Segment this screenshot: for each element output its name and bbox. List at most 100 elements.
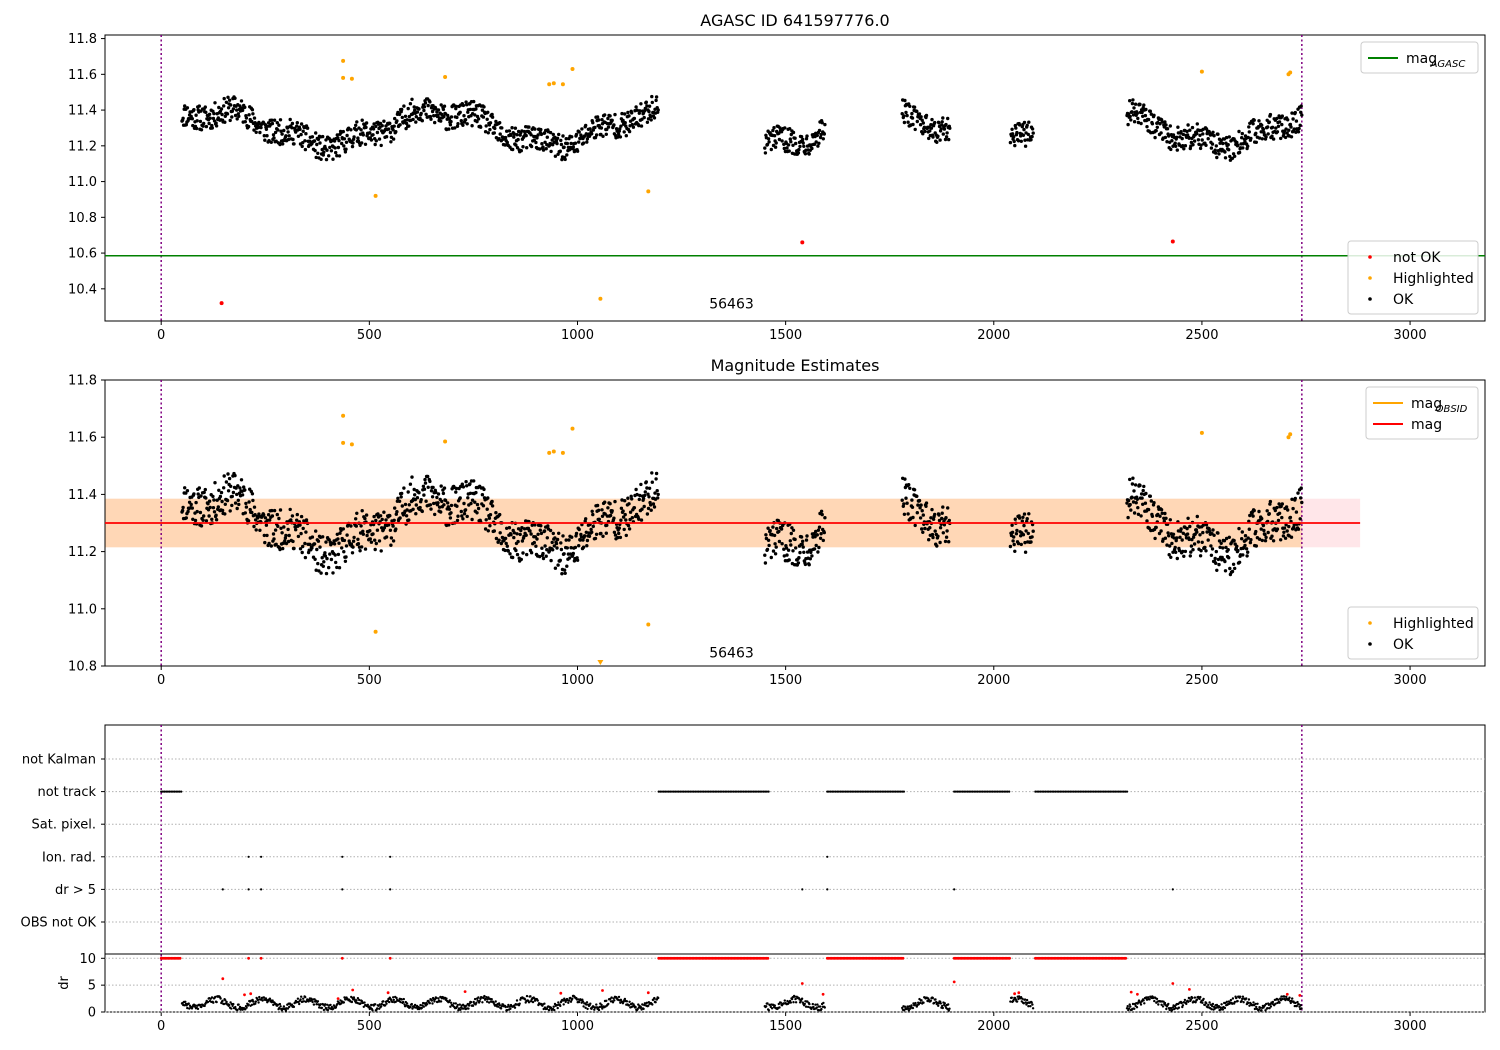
dr-point <box>1221 1008 1225 1011</box>
flag-point <box>1124 790 1127 793</box>
ok-point <box>455 504 459 508</box>
x-tick-label: 2000 <box>977 1019 1010 1034</box>
ok-point <box>228 509 232 513</box>
x-tick-label: 500 <box>357 328 382 343</box>
ok-point <box>354 123 358 128</box>
ok-point <box>1211 528 1215 532</box>
dr-red-point <box>1171 982 1175 985</box>
ok-point <box>423 481 428 485</box>
ok-point <box>364 121 369 125</box>
ok-point <box>1174 550 1178 554</box>
ok-point <box>387 127 391 131</box>
flag-point <box>1092 790 1095 793</box>
ok-point <box>1216 557 1221 562</box>
flag-point <box>1110 790 1114 793</box>
ok-point <box>619 506 624 510</box>
ok-point <box>545 135 549 139</box>
flag-point <box>694 790 697 793</box>
legend-label: OK <box>1393 637 1414 653</box>
ok-point <box>595 115 600 119</box>
ok-point <box>470 517 474 522</box>
flag-point <box>1001 790 1004 793</box>
flag-point <box>759 790 762 793</box>
ok-point <box>1139 492 1144 496</box>
flag-point <box>710 790 714 793</box>
ok-point <box>374 139 378 143</box>
dr-point <box>647 1004 650 1007</box>
dr-point <box>597 1008 601 1012</box>
dr-point <box>1010 996 1013 999</box>
ok-point <box>520 526 524 530</box>
ok-point <box>804 137 809 141</box>
ok-point <box>320 556 324 560</box>
ok-point <box>915 119 919 124</box>
ok-point <box>791 549 795 553</box>
ok-point <box>1131 113 1136 117</box>
ok-point <box>584 530 588 534</box>
flag-point <box>715 790 719 793</box>
ok-point <box>907 483 911 487</box>
ok-point <box>506 549 510 553</box>
dr-point <box>476 999 479 1002</box>
dr-point <box>292 1005 296 1009</box>
ok-point <box>231 490 236 495</box>
ok-point <box>577 130 581 134</box>
ok-point <box>507 129 512 133</box>
dr-point <box>278 1002 282 1006</box>
dr-point <box>1024 1001 1027 1004</box>
ok-point <box>231 107 236 111</box>
ok-point <box>1198 533 1202 537</box>
ok-point <box>797 556 801 560</box>
ok-point <box>936 134 940 138</box>
ok-point <box>554 541 559 546</box>
ok-point <box>342 538 347 543</box>
ok-point <box>944 122 948 127</box>
ok-point <box>286 130 290 134</box>
flag-point <box>953 790 956 793</box>
ok-point <box>573 545 578 550</box>
ok-point <box>1243 543 1247 548</box>
ok-point <box>796 561 801 565</box>
ok-point <box>1244 547 1249 551</box>
ok-point <box>276 128 280 132</box>
ok-point <box>632 506 637 510</box>
dr-red-point <box>221 977 225 981</box>
dr-point <box>224 999 227 1002</box>
dr-point <box>196 1007 200 1011</box>
ok-point <box>275 512 279 517</box>
ok-point <box>288 117 292 122</box>
ok-point <box>428 503 433 507</box>
ok-point <box>434 107 438 111</box>
ok-point <box>1227 535 1232 539</box>
dr-red-point <box>1136 992 1139 996</box>
ok-point <box>1254 131 1258 135</box>
ok-point <box>1267 512 1272 516</box>
ok-point <box>1164 516 1168 520</box>
ok-point <box>905 113 909 118</box>
ok-point <box>820 121 824 125</box>
ok-point <box>1012 535 1016 539</box>
ok-point <box>1289 125 1293 129</box>
ok-point <box>299 122 304 126</box>
dr-point <box>454 1002 457 1005</box>
highlighted-point <box>1288 70 1293 75</box>
flag-point <box>659 790 662 793</box>
ok-point <box>622 527 626 532</box>
dr-point <box>413 1003 417 1007</box>
ok-point <box>488 524 492 528</box>
ok-point <box>1230 156 1235 160</box>
flag-label: not Kalman <box>22 753 96 768</box>
ok-point <box>1268 112 1273 117</box>
dr-point <box>599 1005 603 1008</box>
ok-point <box>511 147 515 152</box>
flag-point <box>1119 790 1122 793</box>
ok-point <box>515 133 519 137</box>
ok-point <box>1163 120 1167 124</box>
dr-point <box>332 1007 335 1010</box>
ok-point <box>372 122 376 126</box>
flag-point <box>221 888 224 891</box>
dr-point <box>311 1000 314 1004</box>
ok-point <box>1284 505 1289 509</box>
ok-point <box>1263 539 1268 543</box>
ok-point <box>649 508 653 512</box>
